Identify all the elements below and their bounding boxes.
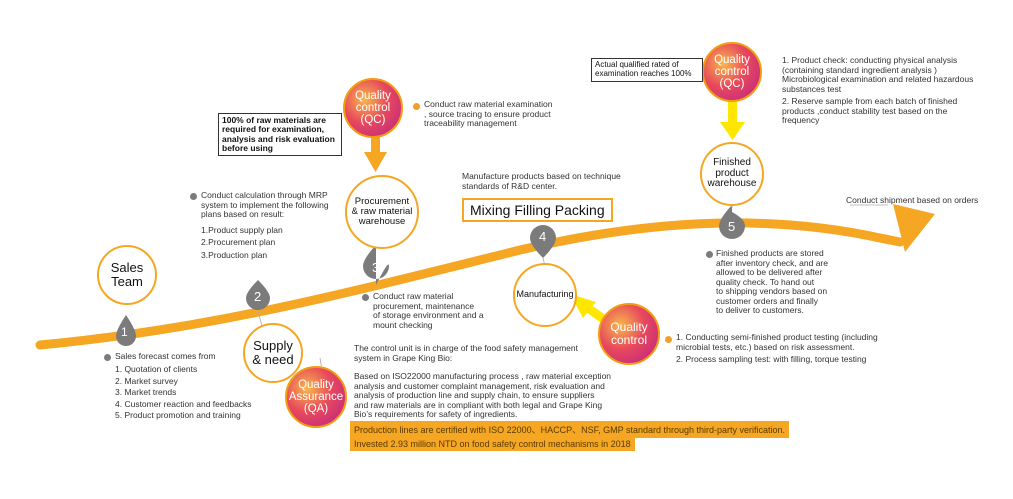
manufacture-note: Manufacture products based on technique … bbox=[462, 171, 621, 191]
step-number-4: 4 bbox=[539, 229, 547, 244]
step-pin-5 bbox=[719, 205, 745, 239]
connector-2 bbox=[257, 310, 263, 327]
qc-badge-manufacturing-label: Quality control bbox=[610, 320, 648, 347]
sales-item: 5. Product promotion and training bbox=[115, 410, 241, 421]
sales-item: 4. Customer reaction and feedbacks bbox=[115, 398, 252, 409]
qa-badge: Quality Assurance (QA) bbox=[285, 366, 347, 428]
qc-finished-item: 1. Product check: conducting physical an… bbox=[782, 55, 974, 94]
step-number-1: 1 bbox=[121, 325, 128, 339]
flow-arrow-head bbox=[893, 204, 935, 252]
qc-manufacturing-item: 1. Conducting semi-finished product test… bbox=[676, 332, 878, 352]
qc-finished-item: 2. Reserve sample from each batch of fin… bbox=[782, 96, 958, 126]
qc-badge-procurement: Quality control (QC) bbox=[343, 78, 403, 138]
node-manufacturing-label: Manufacturing bbox=[516, 289, 574, 300]
qc-badge-manufacturing: Quality control bbox=[598, 303, 660, 365]
qc-procurement-arrow-shaft bbox=[371, 122, 380, 158]
step-number-2: 2 bbox=[254, 289, 262, 304]
node-sales-team-label: Sales Team bbox=[110, 259, 144, 289]
sales-note: Sales forecast comes from bbox=[115, 351, 216, 361]
finished-bullet bbox=[706, 251, 713, 258]
qa-badge-label: Quality Assurance (QA) bbox=[288, 378, 344, 416]
certification-highlight: Production lines are certified with ISO … bbox=[350, 421, 790, 438]
step-number-3: 3 bbox=[372, 260, 380, 275]
qc-top-note: Conduct raw material examination , sourc… bbox=[424, 99, 553, 129]
node-manufacturing: Manufacturing bbox=[513, 263, 577, 327]
qc-mid-bullet bbox=[665, 336, 672, 343]
qa-note: Based on ISO22000 manufacturing process … bbox=[354, 371, 612, 420]
mrp-bullet bbox=[190, 193, 197, 200]
node-finished-label: Finished product warehouse bbox=[707, 156, 757, 190]
qc-manufacturing-item: 2. Process sampling test: with filling, … bbox=[676, 354, 867, 365]
node-procurement-label: Procurement & raw material warehouse bbox=[351, 195, 413, 228]
mrp-list: 1.Product supply plan 2.Procurement plan… bbox=[201, 224, 283, 261]
mixing-filling-packing: Mixing Filling Packing bbox=[462, 198, 613, 222]
mrp-item: 1.Product supply plan bbox=[201, 225, 283, 235]
sales-bullet bbox=[104, 354, 111, 361]
node-finished: Finished product warehouse bbox=[700, 142, 764, 206]
procure-note: Conduct raw material procurement, mainte… bbox=[373, 291, 484, 330]
investment-highlight: Invested 2.93 million NTD on food safety… bbox=[350, 437, 635, 451]
step-pin-4 bbox=[530, 225, 556, 258]
qc-badge-finished: Quality control (QC) bbox=[702, 42, 762, 102]
node-sales-team: Sales Team bbox=[97, 245, 157, 305]
control-unit-note: The control unit is in charge of the foo… bbox=[354, 343, 578, 363]
qc-finished-arrow-shaft bbox=[728, 100, 737, 126]
qc-finished-arrow-head bbox=[720, 122, 745, 140]
actual-qualified-box: Actual qualified rated of examination re… bbox=[591, 58, 703, 82]
node-supply-need-label: Supply & need bbox=[252, 337, 294, 367]
mrp-item: 3.Production plan bbox=[201, 249, 268, 260]
finished-note: Finished products are stored after inven… bbox=[716, 248, 828, 316]
sales-item: 2. Market survey bbox=[115, 375, 178, 386]
step-pin-1 bbox=[116, 315, 136, 346]
procure-bullet bbox=[362, 294, 369, 301]
raw-materials-box: 100% of raw materials are required for e… bbox=[218, 113, 342, 157]
mrp-note: Conduct calculation through MRP system t… bbox=[201, 190, 329, 220]
step-pin-3 bbox=[363, 245, 389, 285]
qc-badge-finished-label: Quality control (QC) bbox=[714, 53, 750, 91]
node-supply-need: Supply & need bbox=[243, 323, 303, 383]
qc-badge-procurement-label: Quality control (QC) bbox=[355, 89, 391, 127]
step-pin-2 bbox=[246, 280, 270, 310]
node-procurement: Procurement & raw material warehouse bbox=[345, 175, 419, 249]
mrp-item: 2.Procurement plan bbox=[201, 237, 276, 248]
sales-item: 3. Market trends bbox=[115, 387, 177, 398]
shipment-note: Conduct shipment based on orders bbox=[846, 195, 979, 205]
qc-top-bullet bbox=[413, 103, 420, 110]
sales-list: 1. Quotation of clients 2. Market survey… bbox=[115, 364, 252, 422]
qc-finished-list: 1. Product check: conducting physical an… bbox=[782, 55, 987, 126]
sales-item: 1. Quotation of clients bbox=[115, 364, 198, 374]
qc-procurement-arrow-head bbox=[364, 152, 387, 172]
flow-curve bbox=[35, 218, 905, 350]
qc-manufacturing-list: 1. Conducting semi-finished product test… bbox=[676, 332, 881, 365]
step-number-5: 5 bbox=[728, 219, 736, 234]
